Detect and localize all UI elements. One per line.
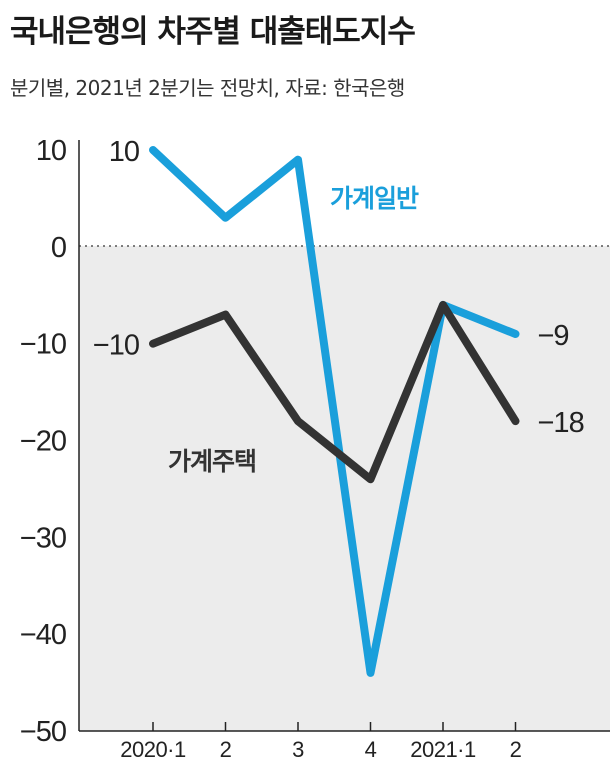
data-point <box>367 476 374 483</box>
data-point <box>512 418 519 425</box>
series-line-household-general <box>149 146 520 677</box>
data-value-label: −18 <box>538 407 584 439</box>
x-tick-label: 2 <box>510 737 522 762</box>
data-value-label: 10 <box>109 136 139 168</box>
x-axis-ticks: 2020·1 2 3 4 2021·1 2 <box>120 722 522 762</box>
chart-title: 국내은행의 차주별 대출태도지수 <box>10 14 416 50</box>
data-value-label: −9 <box>538 320 569 352</box>
data-point <box>512 330 519 337</box>
y-tick-label: −30 <box>20 522 66 554</box>
data-point <box>295 418 301 425</box>
data-point <box>295 156 301 163</box>
y-tick-label: −40 <box>20 619 66 651</box>
x-tick-label: 2020·1 <box>120 737 186 762</box>
series-layer <box>149 146 520 677</box>
data-point <box>222 214 229 221</box>
series-name-label: 가계일반 <box>330 184 419 213</box>
y-tick-label: −20 <box>20 426 66 458</box>
data-point <box>367 669 374 676</box>
x-tick-label: 4 <box>365 737 377 762</box>
data-point <box>440 301 446 308</box>
x-tick-label: 3 <box>292 737 304 762</box>
y-axis-ticks: 10 0 −10 −20 −30 −40 −50 <box>20 135 67 748</box>
y-tick-label: 0 <box>51 232 66 264</box>
x-tick-label: 2 <box>220 737 232 762</box>
data-point <box>150 147 156 153</box>
data-point <box>150 340 156 347</box>
data-value-label: −10 <box>93 330 139 362</box>
y-tick-label: 10 <box>36 135 66 167</box>
series-name-label: 가계주택 <box>168 447 256 476</box>
data-point <box>222 311 229 318</box>
y-tick-label: −50 <box>20 716 66 748</box>
x-tick-label: 2021·1 <box>410 737 476 762</box>
y-tick-label: −10 <box>20 329 66 361</box>
chart-subtitle: 분기별, 2021년 2분기는 전망치, 자료: 한국은행 <box>10 76 405 100</box>
series-line-household-housing <box>149 300 520 484</box>
